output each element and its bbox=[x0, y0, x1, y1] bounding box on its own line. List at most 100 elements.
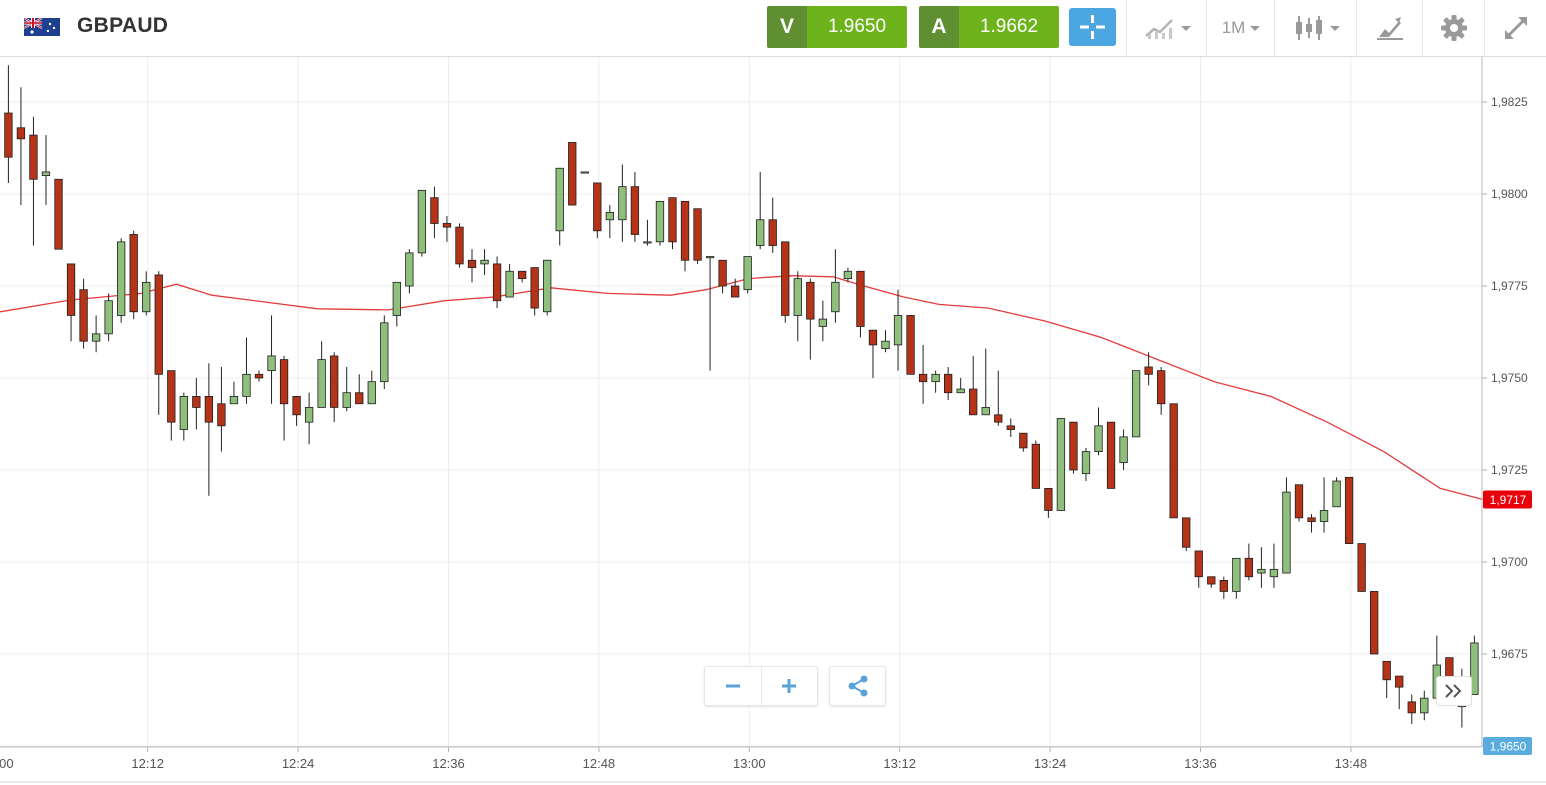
candle-body-up bbox=[981, 407, 990, 416]
gb-au-flag-icon bbox=[24, 18, 60, 36]
candle-body-up bbox=[543, 259, 552, 313]
x-tick-label: 13:48 bbox=[1335, 756, 1368, 771]
candle bbox=[1470, 635, 1479, 695]
candle bbox=[367, 370, 376, 405]
candle-body-up bbox=[743, 256, 752, 291]
price-chart[interactable]: 1,9825 1,9800 1,9775 1,9750 1,9725 1,9700 1,96… bbox=[0, 57, 1546, 785]
candle-body-up bbox=[618, 186, 627, 221]
candle bbox=[1006, 418, 1015, 437]
top-toolbar: GBPAUD V 1.9650 A 1.9662 1M bbox=[0, 0, 1546, 57]
plus-icon bbox=[782, 679, 797, 693]
settings-button[interactable] bbox=[1422, 0, 1485, 56]
candle bbox=[1420, 690, 1429, 721]
candle bbox=[117, 238, 126, 323]
candle bbox=[580, 171, 589, 174]
buy-button[interactable]: A 1.9662 bbox=[919, 6, 1059, 48]
candle-body-down bbox=[1219, 580, 1228, 592]
candle bbox=[505, 263, 514, 298]
candle-body-down bbox=[430, 197, 439, 224]
candle-body-down bbox=[1407, 701, 1416, 714]
candle bbox=[304, 392, 314, 445]
candle-style-dropdown[interactable] bbox=[1274, 0, 1357, 56]
candle-body-up bbox=[1056, 418, 1066, 511]
candle-body-down bbox=[781, 241, 790, 316]
candle bbox=[1119, 429, 1128, 470]
timeframe-label: 1M bbox=[1221, 18, 1246, 37]
candle bbox=[1157, 366, 1166, 415]
fullscreen-button[interactable] bbox=[1484, 0, 1546, 56]
candle bbox=[66, 263, 76, 342]
scroll-to-latest-button[interactable] bbox=[1436, 676, 1472, 706]
drawing-tools-button[interactable] bbox=[1356, 0, 1423, 56]
candle-body-down bbox=[568, 142, 577, 206]
candle-body-down bbox=[680, 200, 690, 261]
candle-body-up bbox=[1470, 642, 1479, 695]
candle-body-up bbox=[1081, 451, 1091, 475]
candle-body-down bbox=[292, 395, 301, 416]
candle bbox=[330, 352, 339, 423]
candle-body-up bbox=[1269, 568, 1279, 578]
chevron-down-icon bbox=[1329, 25, 1340, 31]
candle-body-down bbox=[1370, 591, 1379, 655]
candle-body-down bbox=[1044, 487, 1053, 511]
candle-body-down bbox=[1069, 421, 1078, 471]
candle-body-down bbox=[1357, 543, 1366, 592]
candle-body-down bbox=[630, 186, 640, 235]
chart-type-dropdown[interactable] bbox=[1126, 0, 1207, 56]
candle-body-up bbox=[41, 171, 51, 176]
candle-body-up bbox=[392, 281, 401, 316]
candlestick-icon bbox=[1295, 16, 1322, 40]
candle-body-down bbox=[66, 263, 76, 316]
buy-label: A bbox=[919, 6, 959, 48]
candle-body-up bbox=[505, 270, 514, 298]
timeframe-dropdown[interactable]: 1M bbox=[1206, 0, 1275, 56]
candle bbox=[818, 300, 827, 342]
line-chart-icon bbox=[1144, 19, 1173, 39]
candle-body-down bbox=[1182, 517, 1191, 548]
candle-body-down bbox=[79, 289, 88, 342]
candle-body-up bbox=[1282, 491, 1291, 574]
candle bbox=[267, 315, 276, 404]
candle bbox=[1382, 660, 1391, 699]
candle-body-down bbox=[806, 281, 815, 320]
drawing-tools-icon bbox=[1377, 17, 1403, 40]
candle bbox=[204, 363, 214, 496]
share-button[interactable] bbox=[829, 666, 886, 706]
candle bbox=[254, 370, 264, 382]
candle-body-down bbox=[4, 112, 13, 158]
candle bbox=[831, 249, 840, 323]
candle bbox=[380, 315, 389, 390]
candle bbox=[1370, 591, 1379, 655]
buy-price: 1.9662 bbox=[959, 6, 1059, 48]
candle-body-down bbox=[517, 270, 527, 280]
candle-body-down bbox=[693, 208, 702, 261]
candle bbox=[229, 381, 239, 405]
candle bbox=[1106, 421, 1116, 489]
last-price-badge: 1,9650 bbox=[1483, 737, 1532, 755]
candle bbox=[104, 293, 113, 342]
candle bbox=[555, 167, 564, 246]
candle bbox=[1344, 476, 1354, 544]
candle bbox=[868, 329, 878, 378]
zoom-in-button[interactable] bbox=[760, 667, 818, 705]
candle-body-up bbox=[580, 171, 589, 174]
candle bbox=[392, 281, 401, 327]
candle bbox=[1294, 484, 1304, 522]
candle-body-up bbox=[91, 333, 101, 342]
candle bbox=[16, 87, 26, 206]
candle bbox=[179, 392, 188, 441]
expand-icon bbox=[1505, 17, 1527, 39]
candle bbox=[605, 205, 614, 239]
candle bbox=[1232, 557, 1241, 599]
candle bbox=[455, 223, 464, 268]
candle bbox=[969, 355, 978, 416]
candle-body-up bbox=[417, 189, 427, 254]
candle bbox=[618, 164, 627, 242]
candle-body-up bbox=[831, 281, 840, 313]
candle bbox=[467, 249, 477, 283]
sell-button[interactable]: V 1.9650 bbox=[767, 6, 907, 48]
crosshair-button[interactable] bbox=[1069, 8, 1116, 46]
candle-body-up bbox=[605, 211, 614, 221]
zoom-out-button[interactable] bbox=[705, 667, 761, 705]
moving-average-line bbox=[0, 275, 1483, 501]
